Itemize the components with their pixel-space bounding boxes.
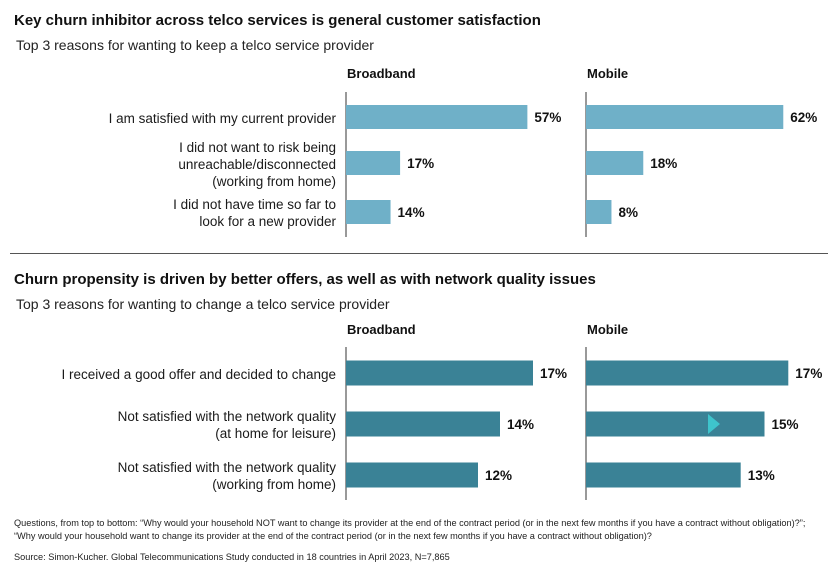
panel1-mobile-value-2: 18%: [650, 156, 677, 171]
panel1-category-label-2: I did not want to risk being unreachable/…: [10, 139, 336, 190]
section-divider: [10, 253, 828, 254]
panel2-category-labels: I received a good offer and decided to c…: [10, 340, 336, 510]
panel2-subtitle: Top 3 reasons for wanting to change a te…: [16, 296, 390, 312]
panel1-broadband-value-1: 57%: [534, 110, 561, 125]
panel2-category-label-2-line-1: Not satisfied with the network quality: [117, 409, 336, 424]
panel1-broadband-bar-3: [346, 200, 391, 224]
panel2-mobile-bar-3: [586, 462, 741, 488]
footnote-source: Source: Simon-Kucher. Global Telecommuni…: [14, 552, 450, 562]
panel2-category-label-2-line-2: (at home for leisure): [215, 426, 336, 441]
panel1-category-label-2-line-1: I did not want to risk being: [179, 139, 336, 155]
panel1-category-label-3: I did not have time so far to look for a …: [10, 196, 336, 230]
panel1-category-label-1: I am satisfied with my current provider: [10, 110, 336, 127]
panel2-mobile-bar-1: [586, 360, 789, 386]
panel2-category-label-3: Not satisfied with the network quality (w…: [10, 459, 336, 493]
panel2-series-broadband-label: Broadband: [347, 322, 416, 337]
panel2-broadband-bar-3: [346, 462, 478, 488]
panel2-category-label-1-line-1: I received a good offer and decided to c…: [61, 366, 336, 382]
panel1-category-label-1-line-1: I am satisfied with my current provider: [108, 110, 336, 126]
panel1-mobile-bar-3: [586, 200, 612, 224]
panel1-broadband-bar-1: [346, 105, 528, 129]
footnote-questions: Questions, from top to bottom: “Why woul…: [14, 518, 806, 541]
panel1-series-broadband-label: Broadband: [347, 66, 416, 81]
panel2-mobile-marker-icon: [708, 414, 720, 434]
panel2-title: Churn propensity is driven by better off…: [14, 271, 596, 288]
panel2-mobile-bar-2: [586, 411, 765, 437]
panel1-mobile-value-1: 62%: [790, 110, 817, 125]
panel1-mobile-bar-1: [586, 105, 784, 129]
panel1-category-label-3-line-1: I did not have time so far to: [173, 197, 336, 212]
panel1-title: Key churn inhibitor across telco service…: [14, 12, 541, 29]
panel2-category-label-2: Not satisfied with the network quality (a…: [10, 408, 336, 442]
panel2-broadband-value-1: 17%: [540, 366, 567, 381]
panel2-broadband-value-3: 12%: [485, 468, 512, 483]
panel1-mobile-value-3: 8%: [618, 205, 638, 220]
panel1-series-mobile-label: Mobile: [587, 66, 629, 81]
panel2-broadband-bar-2: [346, 411, 500, 437]
panel2-mobile-value-1: 17%: [795, 366, 822, 381]
panel1-category-label-2-line-2: unreachable/disconnected: [178, 156, 336, 172]
panel1-broadband-value-2: 17%: [407, 156, 434, 171]
panel2-mobile-value-3: 13%: [748, 468, 775, 483]
panel2-broadband-bar-1: [346, 360, 533, 386]
panel2-category-label-3-line-1: Not satisfied with the network quality: [117, 460, 336, 475]
panel1-mobile-bar-2: [586, 151, 644, 175]
panel1-subtitle: Top 3 reasons for wanting to keep a telc…: [16, 37, 374, 53]
panel1-broadband-bar-2: [346, 151, 401, 175]
panel2-category-label-1: I received a good offer and decided to c…: [10, 366, 336, 383]
panel2-category-label-3-line-2: (working from home): [212, 477, 336, 492]
panel2-broadband-value-2: 14%: [507, 417, 534, 432]
panel1-category-label-2-line-3: (working from home): [212, 173, 336, 189]
panel1-category-label-3-line-2: look for a new provider: [199, 214, 336, 229]
panel2-series-mobile-label: Mobile: [587, 322, 629, 337]
panel1-category-labels: I am satisfied with my current provider I…: [10, 80, 336, 250]
panel1-broadband-value-3: 14%: [398, 205, 425, 220]
panel2-mobile-value-2: 15%: [772, 417, 799, 432]
